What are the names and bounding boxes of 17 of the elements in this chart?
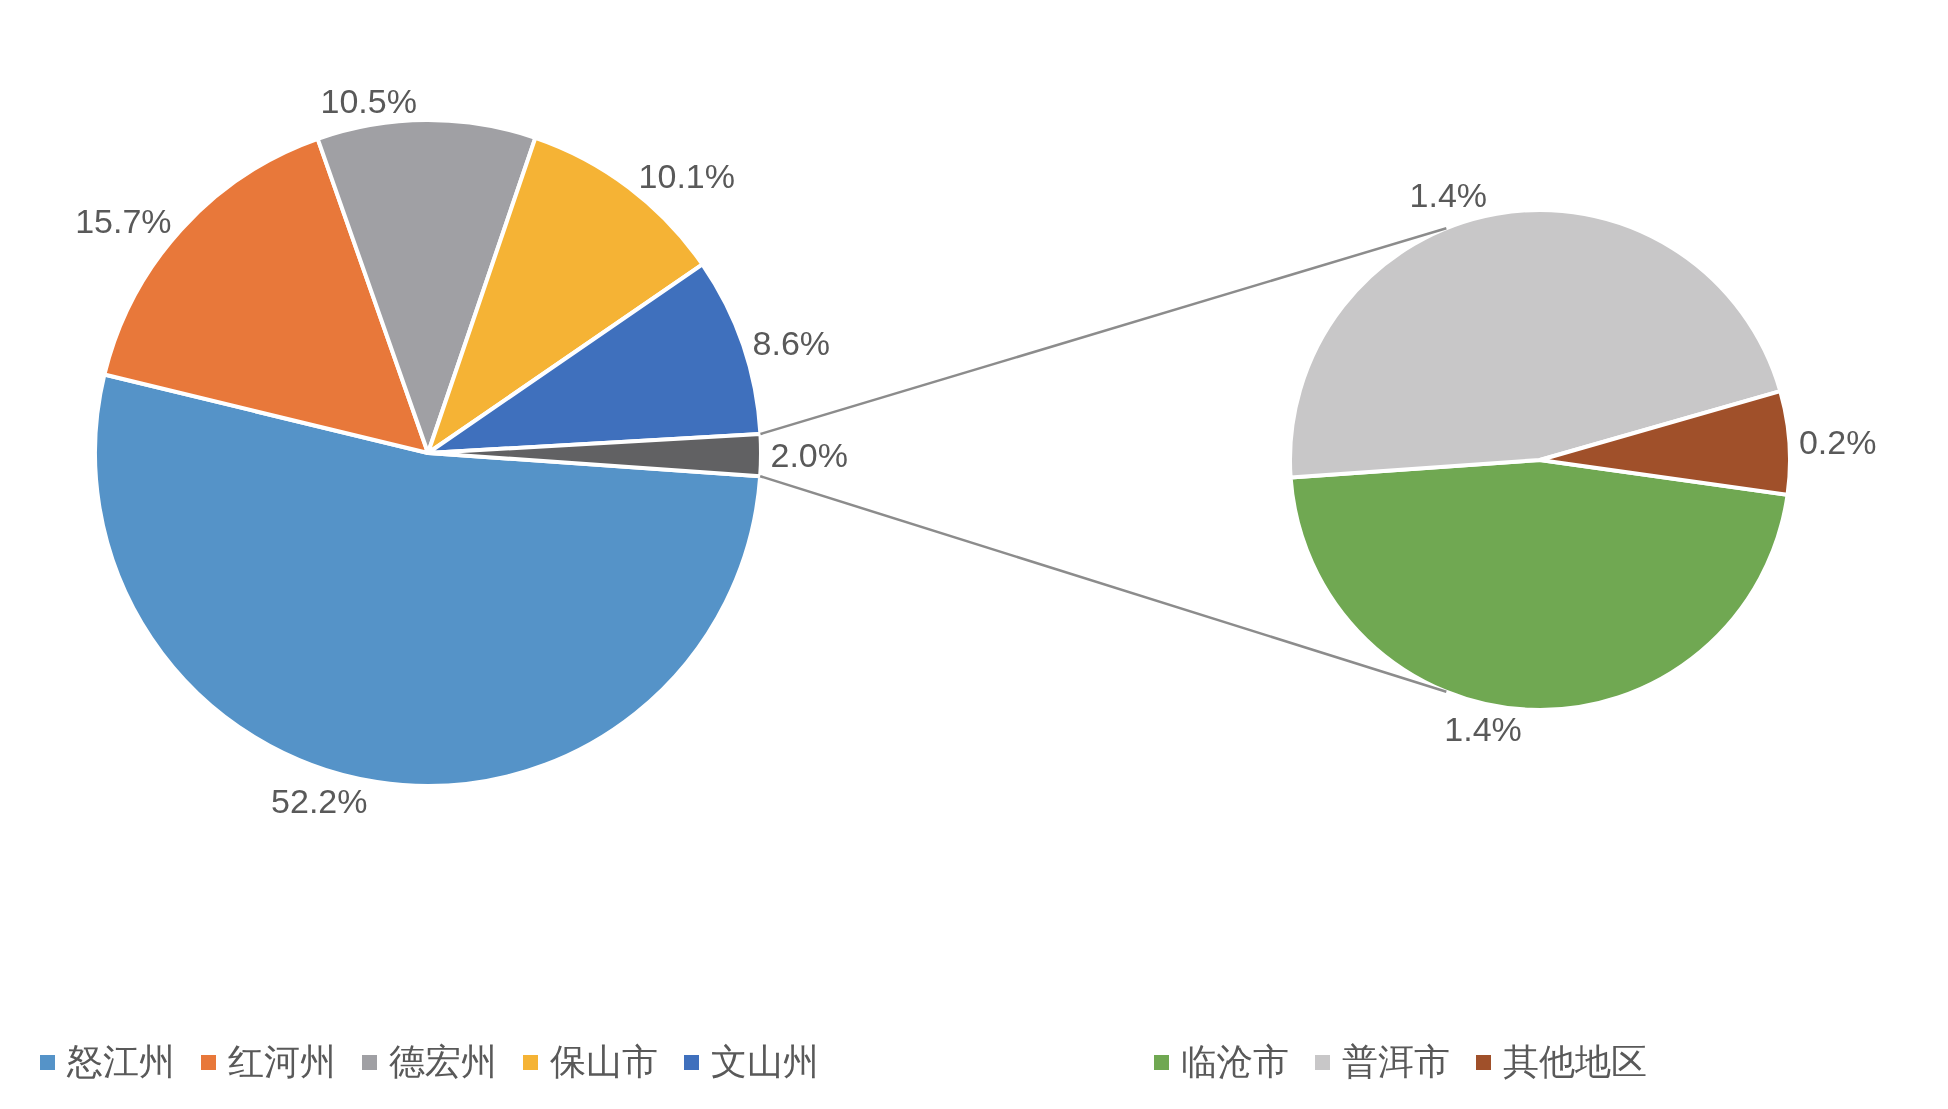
data-label: 2.0% bbox=[770, 436, 848, 475]
legend-label: 临沧市 bbox=[1181, 1040, 1289, 1084]
data-label: 1.4% bbox=[1409, 176, 1488, 215]
legend-label: 红河州 bbox=[228, 1040, 336, 1084]
data-label: 52.2% bbox=[271, 781, 368, 820]
legend-label: 其他地区 bbox=[1503, 1040, 1647, 1084]
data-label: 10.1% bbox=[638, 156, 735, 195]
legend-label: 德宏州 bbox=[389, 1040, 497, 1084]
data-label: 1.4% bbox=[1444, 709, 1522, 748]
legend-label: 保山市 bbox=[550, 1040, 658, 1084]
data-label: 0.2% bbox=[1798, 423, 1877, 462]
data-label: 8.6% bbox=[752, 324, 831, 363]
legend-label: 怒江州 bbox=[67, 1040, 175, 1084]
data-label: 10.5% bbox=[320, 82, 417, 120]
legend-label: 文山州 bbox=[711, 1040, 819, 1084]
legend-label: 普洱市 bbox=[1342, 1040, 1450, 1084]
data-label: 15.7% bbox=[75, 202, 172, 241]
